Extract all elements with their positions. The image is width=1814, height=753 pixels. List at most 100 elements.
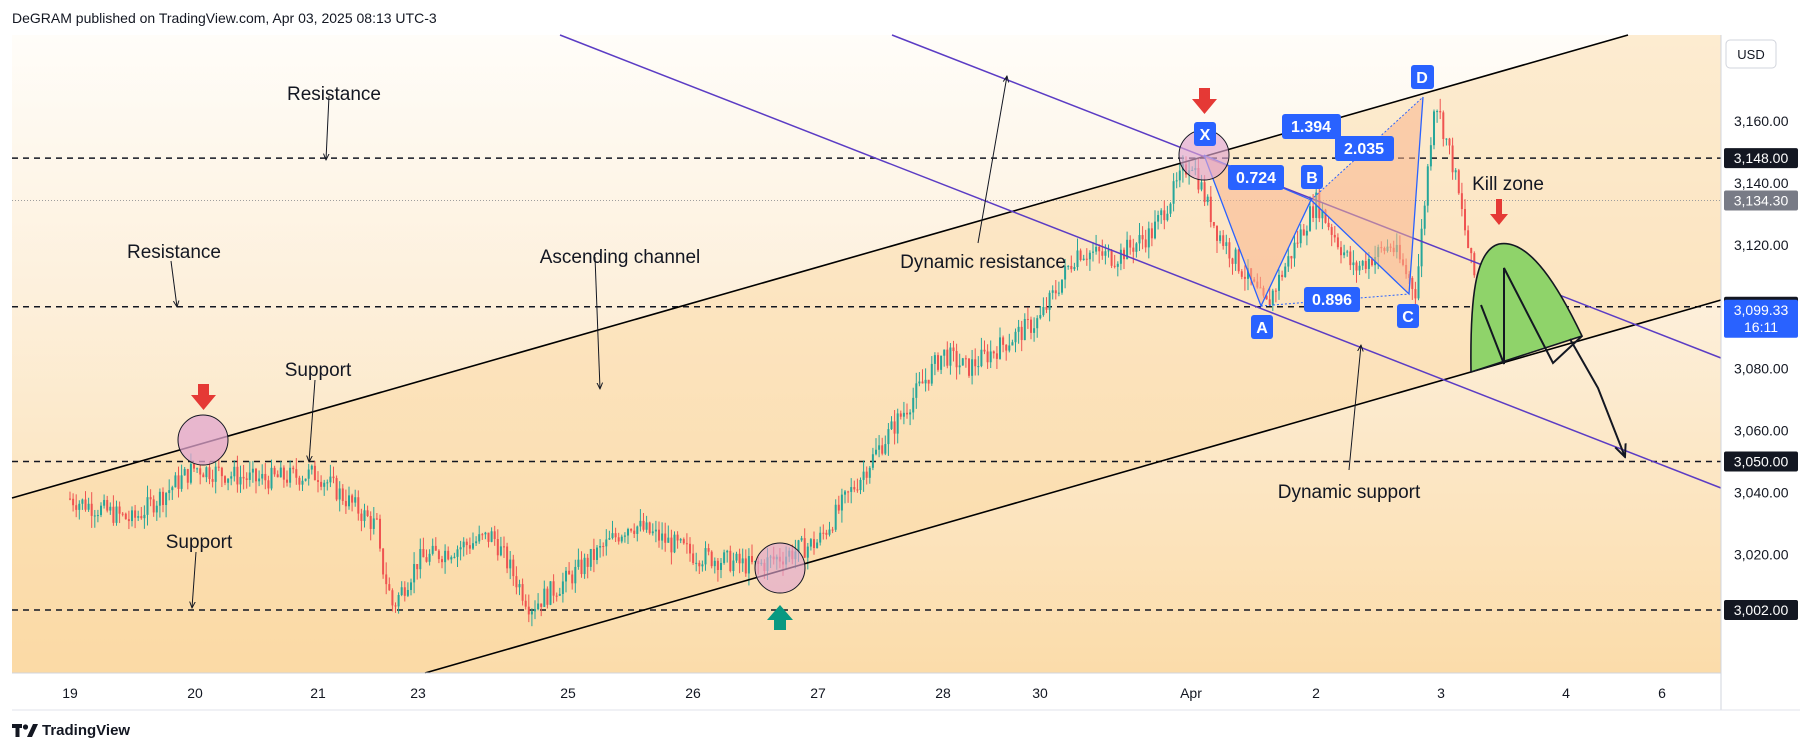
candle-body bbox=[549, 581, 552, 605]
candle-body bbox=[1281, 274, 1284, 277]
candle-body bbox=[152, 499, 155, 513]
candle-body bbox=[518, 584, 521, 588]
time-tick-label: 21 bbox=[310, 685, 326, 701]
candle-body bbox=[661, 533, 664, 541]
candle-body bbox=[193, 463, 195, 469]
candle-body bbox=[1042, 306, 1045, 316]
candle-body bbox=[255, 468, 257, 482]
candle-body bbox=[1219, 235, 1222, 241]
candle-body bbox=[382, 548, 385, 575]
candle-body bbox=[146, 497, 149, 515]
candle-body bbox=[1141, 235, 1144, 240]
candle-body bbox=[1085, 258, 1088, 260]
candle-body bbox=[115, 506, 118, 523]
svg-text:C: C bbox=[1402, 309, 1414, 326]
candle-body bbox=[416, 564, 419, 570]
candle-body bbox=[602, 546, 605, 548]
candle-body bbox=[180, 475, 183, 489]
candle-body bbox=[1203, 182, 1206, 203]
candle-body bbox=[552, 581, 555, 596]
candle-body bbox=[682, 539, 685, 544]
candle-body bbox=[831, 529, 834, 531]
candle-body bbox=[707, 548, 710, 552]
candle-body bbox=[512, 559, 515, 577]
candle-body bbox=[484, 532, 487, 535]
dynamic-line-upper[interactable] bbox=[891, 34, 1722, 359]
footer-brand[interactable]: TradingView bbox=[12, 722, 130, 739]
candle-body bbox=[450, 557, 453, 560]
svg-text:0.724: 0.724 bbox=[1236, 170, 1276, 187]
candle-body bbox=[230, 476, 233, 479]
candle-body bbox=[1020, 326, 1023, 341]
candle-body bbox=[270, 467, 273, 489]
price-tag-314800: 3,148.00 bbox=[1724, 148, 1798, 169]
candle-body bbox=[1324, 209, 1327, 223]
candle-body bbox=[568, 570, 571, 575]
candle-body bbox=[217, 466, 220, 468]
candle-body bbox=[1157, 215, 1160, 222]
currency-button[interactable]: USD bbox=[1725, 39, 1777, 69]
candle-body bbox=[968, 358, 970, 376]
price-axis-tags: 3,148.003,134.303,100.003,050.003,002.00… bbox=[1724, 148, 1798, 620]
channel-upper-line[interactable] bbox=[11, 34, 1629, 499]
candle-body bbox=[918, 381, 921, 384]
candle-body bbox=[332, 476, 335, 479]
price-tick-label: 3,120.00 bbox=[1734, 237, 1789, 253]
candle-body bbox=[630, 529, 633, 531]
candle-body bbox=[431, 545, 434, 554]
candle-body bbox=[561, 581, 564, 594]
candle-body bbox=[747, 556, 750, 574]
candle-body bbox=[667, 537, 670, 543]
kill-zone-shape[interactable] bbox=[1470, 242, 1584, 374]
candle-body bbox=[639, 520, 642, 527]
harmonic-pattern[interactable] bbox=[1203, 96, 1424, 308]
dynamic-line-lower[interactable] bbox=[559, 34, 1722, 489]
candle-body bbox=[1284, 266, 1287, 277]
candle-body bbox=[664, 533, 667, 543]
candle-body bbox=[1231, 258, 1234, 264]
candle-body bbox=[1321, 209, 1324, 219]
candle-body bbox=[1064, 266, 1067, 280]
time-tick-label: 25 bbox=[560, 685, 576, 701]
candle-body bbox=[174, 475, 177, 488]
candle-body bbox=[1237, 249, 1240, 272]
candle-body bbox=[577, 559, 580, 567]
candle-body bbox=[1110, 250, 1113, 266]
candle-body bbox=[1414, 289, 1417, 299]
red-arrow-down-left-icon bbox=[191, 384, 216, 410]
candle-body bbox=[1107, 250, 1110, 252]
candle-body bbox=[1346, 251, 1349, 253]
candle-body bbox=[1073, 267, 1076, 270]
candle-body bbox=[196, 468, 199, 470]
candle-body bbox=[366, 510, 369, 517]
candle-body bbox=[636, 526, 639, 534]
candle-body bbox=[1417, 266, 1420, 299]
candle-body bbox=[840, 494, 843, 511]
candle-body bbox=[735, 553, 738, 561]
candle-body bbox=[589, 548, 592, 567]
candle-body bbox=[924, 379, 927, 384]
candle-body bbox=[1076, 250, 1079, 268]
svg-text:USD: USD bbox=[1737, 47, 1764, 62]
candle-body bbox=[515, 576, 518, 588]
candle-body bbox=[335, 478, 338, 500]
price-tick-label: 3,080.00 bbox=[1734, 361, 1789, 377]
candle-body bbox=[729, 550, 732, 572]
candle-body bbox=[78, 503, 81, 510]
candle-body bbox=[1026, 318, 1029, 320]
candle-body bbox=[1302, 229, 1305, 236]
candle-body bbox=[351, 495, 354, 503]
candle-body bbox=[1036, 318, 1039, 329]
candle-body bbox=[1163, 210, 1166, 221]
candle-body bbox=[1225, 242, 1228, 246]
candle-body bbox=[1290, 256, 1293, 259]
candle-body bbox=[673, 534, 676, 553]
candle-body bbox=[372, 518, 375, 529]
candle-body bbox=[521, 584, 524, 601]
candle-body bbox=[1358, 265, 1361, 271]
candle-body bbox=[1172, 181, 1175, 204]
ratio-badge-1394: 1.394 bbox=[1282, 114, 1341, 139]
candle-body bbox=[893, 421, 896, 434]
price-tag-305000: 3,050.00 bbox=[1724, 451, 1798, 472]
